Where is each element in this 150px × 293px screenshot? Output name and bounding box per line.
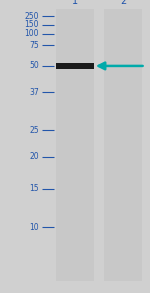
- Text: 50: 50: [29, 62, 39, 70]
- Bar: [104, 9, 142, 281]
- Text: 20: 20: [29, 152, 39, 161]
- Text: 2: 2: [120, 0, 126, 6]
- Text: 15: 15: [29, 185, 39, 193]
- Text: 1: 1: [72, 0, 78, 6]
- Text: 250: 250: [24, 12, 39, 21]
- Bar: [56, 9, 94, 281]
- Text: 100: 100: [24, 29, 39, 38]
- Text: 75: 75: [29, 41, 39, 50]
- Text: 25: 25: [29, 126, 39, 135]
- Text: 37: 37: [29, 88, 39, 97]
- Text: 150: 150: [24, 21, 39, 29]
- Bar: [56, 63, 94, 69]
- Text: 10: 10: [29, 223, 39, 231]
